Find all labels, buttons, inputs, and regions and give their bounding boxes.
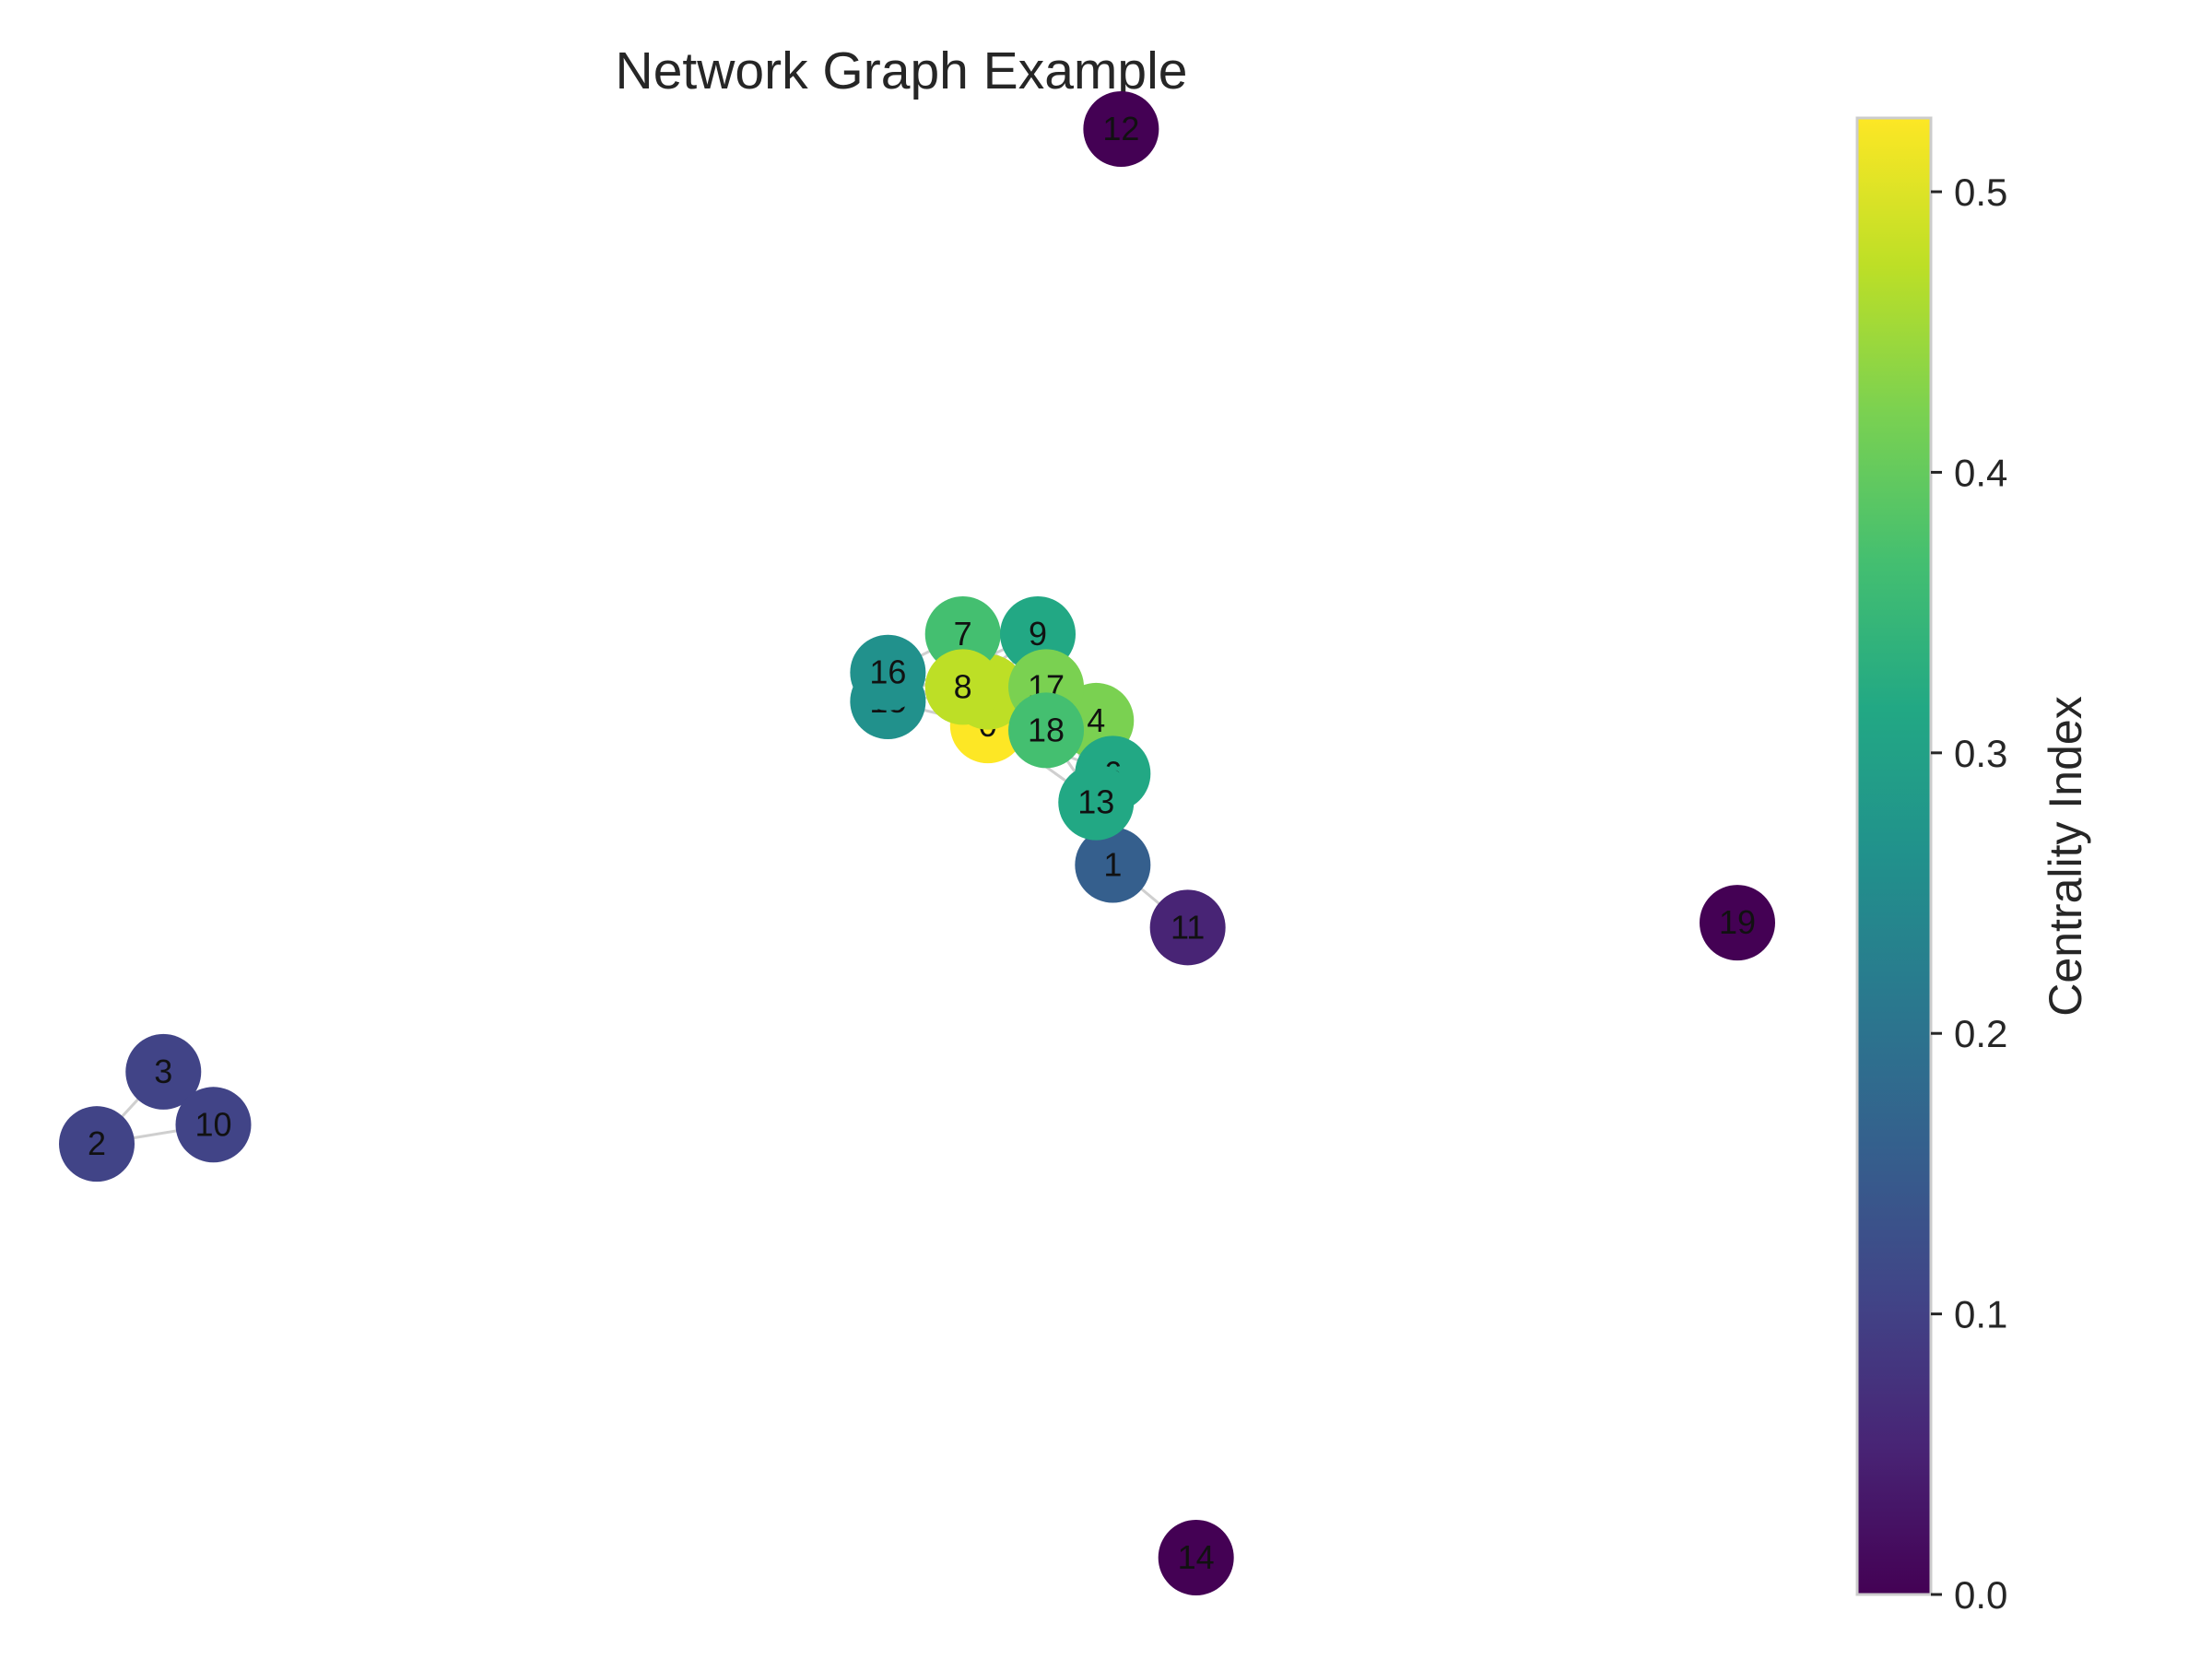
node-circle-1 <box>1075 827 1151 903</box>
node-18: 18 <box>1008 692 1085 769</box>
node-circle-8 <box>924 649 1001 725</box>
node-circle-16 <box>850 634 926 711</box>
colorbar: 0.0 0.1 0.2 0.3 0.4 0.5 Centrality Index <box>1855 116 2091 1617</box>
node-circle-3 <box>125 1033 202 1110</box>
node-13: 13 <box>1058 764 1135 841</box>
node-label-10: 10 <box>194 1105 231 1143</box>
node-7: 7 <box>924 595 1001 672</box>
node-label-16: 16 <box>869 653 906 691</box>
node-circle-11 <box>1149 889 1226 966</box>
node-19: 19 <box>1700 885 1775 961</box>
node-label-14: 14 <box>1178 1538 1215 1576</box>
node-circle-2 <box>59 1106 135 1182</box>
node-3: 3 <box>125 1033 202 1110</box>
colorbar-tick-label: 0.2 <box>1954 1012 2007 1055</box>
node-label-2: 2 <box>88 1124 106 1162</box>
colorbar-ticks: 0.0 0.1 0.2 0.3 0.4 0.5 <box>1931 171 2007 1617</box>
node-16: 16 <box>850 634 926 711</box>
colorbar-tick-label: 0.5 <box>1954 171 2007 214</box>
node-label-1: 1 <box>1103 845 1122 883</box>
node-layer: 012345678910111213141516171819 <box>59 91 1775 1595</box>
node-10: 10 <box>175 1087 252 1163</box>
node-12: 12 <box>1083 91 1159 167</box>
node-label-11: 11 <box>1171 908 1205 946</box>
node-circle-19 <box>1700 885 1775 961</box>
node-1: 1 <box>1075 827 1151 903</box>
colorbar-tick-label: 0.3 <box>1954 732 2007 775</box>
colorbar-tick-label: 0.0 <box>1954 1573 2007 1617</box>
node-11: 11 <box>1149 889 1226 966</box>
colorbar-gradient <box>1855 116 1933 1596</box>
node-2: 2 <box>59 1106 135 1182</box>
node-label-3: 3 <box>154 1053 172 1090</box>
node-label-12: 12 <box>1102 110 1139 147</box>
node-label-7: 7 <box>954 615 972 653</box>
node-circle-13 <box>1058 764 1135 841</box>
node-circle-12 <box>1083 91 1159 167</box>
node-circle-10 <box>175 1087 252 1163</box>
node-circle-18 <box>1008 692 1085 769</box>
colorbar-tick-label: 0.1 <box>1954 1293 2007 1336</box>
node-14: 14 <box>1158 1520 1234 1595</box>
node-label-13: 13 <box>1077 783 1114 821</box>
node-label-8: 8 <box>954 667 972 705</box>
node-label-18: 18 <box>1028 711 1065 748</box>
chart-title: Network Graph Example <box>616 41 1188 100</box>
node-circle-14 <box>1158 1520 1234 1595</box>
node-circle-7 <box>924 595 1001 672</box>
node-label-9: 9 <box>1029 615 1047 653</box>
colorbar-tick-label: 0.4 <box>1954 451 2007 494</box>
node-label-4: 4 <box>1087 701 1105 739</box>
colorbar-label: Centrality Index <box>2040 696 2091 1016</box>
node-8: 8 <box>924 649 1001 725</box>
node-label-19: 19 <box>1719 903 1756 941</box>
